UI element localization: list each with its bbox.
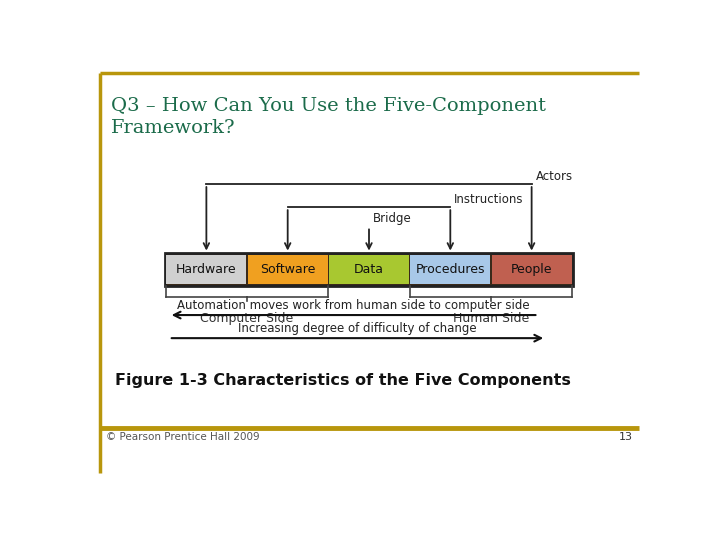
Text: Q3 – How Can You Use the Five-Component
Framework?: Q3 – How Can You Use the Five-Component …	[111, 97, 546, 137]
Text: Figure 1-3 Characteristics of the Five Components: Figure 1-3 Characteristics of the Five C…	[115, 373, 571, 388]
FancyBboxPatch shape	[165, 253, 573, 286]
FancyBboxPatch shape	[410, 255, 490, 284]
FancyBboxPatch shape	[166, 255, 246, 284]
Text: 13: 13	[618, 432, 632, 442]
Text: Data: Data	[354, 263, 384, 276]
Text: Actors: Actors	[536, 170, 572, 183]
Text: Automation moves work from human side to computer side: Automation moves work from human side to…	[177, 299, 530, 312]
Text: Instructions: Instructions	[454, 193, 523, 206]
Text: Software: Software	[260, 263, 315, 276]
Text: Bridge: Bridge	[373, 212, 412, 225]
Text: People: People	[511, 263, 552, 276]
FancyBboxPatch shape	[248, 255, 328, 284]
Text: © Pearson Prentice Hall 2009: © Pearson Prentice Hall 2009	[106, 432, 259, 442]
FancyBboxPatch shape	[329, 255, 409, 284]
Text: Increasing degree of difficulty of change: Increasing degree of difficulty of chang…	[238, 322, 477, 335]
Text: Computer Side: Computer Side	[200, 312, 294, 325]
FancyBboxPatch shape	[492, 255, 572, 284]
Text: Hardware: Hardware	[176, 263, 237, 276]
Text: Procedures: Procedures	[415, 263, 485, 276]
Text: Human Side: Human Side	[453, 312, 529, 325]
